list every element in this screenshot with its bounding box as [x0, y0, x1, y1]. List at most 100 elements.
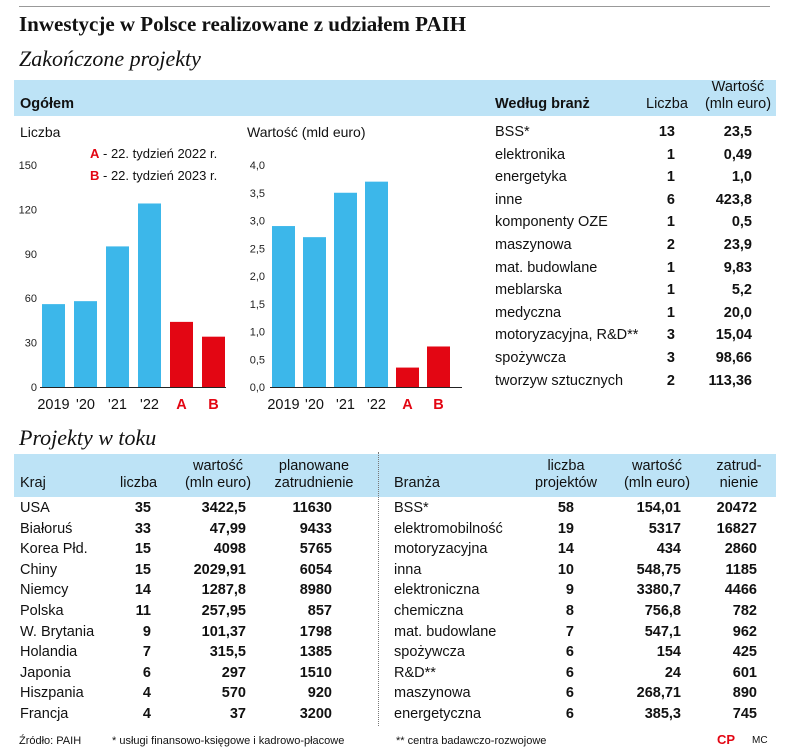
inprogress-sector-count: 19	[557, 520, 574, 537]
count-chart-bar	[170, 321, 193, 387]
inprogress-sector-row: inna 10 548,75 1185	[0, 562, 788, 584]
sector2-jobs-header-1: zatrud-	[716, 458, 762, 474]
sector2-value-header-2: (mln euro)	[623, 475, 691, 491]
value-chart-ytick: 4,0	[250, 160, 265, 172]
footnote-rd: ** centra badawczo-rozwojowe	[396, 735, 547, 747]
sector-name: medyczna	[495, 304, 562, 321]
value-chart-xtick: B	[433, 397, 443, 413]
value-chart-xtick: '20	[305, 397, 324, 413]
author-initials: MC	[752, 735, 768, 746]
value-chart-ylabel: Wartość (mld euro)	[247, 124, 366, 140]
value-chart-ytick: 0,5	[250, 354, 265, 366]
sector2-header: Branża	[394, 475, 440, 491]
sector-row: medyczna 1 20,0	[0, 305, 788, 327]
country-jobs: 6054	[299, 561, 332, 578]
value-header-line2: (mln euro)	[704, 96, 772, 112]
country-jobs: 8980	[299, 582, 332, 599]
sector-count: 1	[666, 304, 675, 321]
inprogress-sector-jobs: 601	[732, 664, 757, 681]
legend-b: B - 22. tydzień 2023 r.	[90, 168, 217, 183]
sector-value: 423,8	[715, 191, 752, 208]
sector-name: BSS*	[495, 124, 530, 140]
value-bar-chart: 0,0 0,5 1,0 1,5 2,0 2,5 3,0 3,5 4,0 2019 '20 '21 '22…	[250, 160, 462, 413]
country-count: 15	[134, 561, 151, 578]
inprogress-sector-count: 6	[565, 664, 574, 681]
count-chart-bar	[138, 203, 161, 387]
value-chart-ytick: 0,0	[250, 382, 265, 394]
country-count-header: liczba	[120, 475, 158, 491]
sector-name: inne	[495, 191, 523, 208]
country-header: Kraj	[20, 475, 46, 491]
sector-row: elektronika 1 0,49	[0, 147, 788, 169]
sector-value: 23,9	[723, 237, 752, 253]
sector-name: elektronika	[495, 146, 566, 163]
country-name: Holandia	[20, 644, 78, 661]
inprogress-sector-value: 3380,7	[636, 582, 681, 599]
value-chart-bar	[427, 346, 450, 387]
legend-a-key: A	[90, 146, 100, 161]
sector-value: 15,04	[715, 327, 752, 344]
value-chart-xtick: '21	[336, 397, 355, 413]
country-count: 35	[134, 500, 151, 516]
completed-sector-table: BSS* 13 23,5 elektronika 1 0,49 energetyka 1 1,0…	[0, 124, 788, 400]
inprogress-sector-jobs: 16827	[716, 520, 757, 537]
value-chart-ytick: 2,5	[250, 243, 265, 255]
country-value: 570	[221, 685, 246, 702]
value-chart-ytick: 2,0	[250, 271, 265, 283]
count-chart-ytick: 0	[31, 382, 37, 394]
inprogress-sector-count: 8	[565, 603, 574, 619]
sector-count: 1	[666, 169, 675, 186]
country-count: 11	[135, 603, 151, 619]
count-chart-bar	[74, 301, 97, 387]
sector-value: 98,66	[715, 350, 752, 366]
completed-header-band	[14, 80, 776, 116]
country-name: Białoruś	[20, 520, 73, 537]
country-jobs: 857	[307, 603, 332, 619]
inprogress-sector-value: 548,75	[636, 561, 681, 578]
inprogress-sector-count: 58	[557, 500, 574, 516]
sector-value: 1,0	[731, 169, 752, 186]
country-name: Chiny	[20, 561, 58, 578]
sector-name: spożywcza	[495, 350, 566, 366]
inprogress-sector-name: energetyczna	[394, 706, 482, 722]
inprogress-sector-name: maszynowa	[394, 685, 471, 702]
country-row: Japonia 6 297 1510	[0, 665, 380, 687]
sector-header: Według branż	[495, 96, 590, 112]
country-jobs: 11630	[292, 500, 332, 516]
legend-b-text: - 22. tydzień 2023 r.	[103, 168, 218, 183]
sector-value: 20,0	[723, 304, 752, 321]
country-count: 4	[142, 685, 151, 702]
count-chart-bar	[106, 246, 129, 387]
sector-count: 2	[666, 237, 675, 253]
value-chart-bar	[303, 237, 326, 387]
inprogress-sector-name: mat. budowlane	[394, 623, 497, 640]
sector-count: 13	[658, 124, 675, 140]
count-chart-xtick: '21	[108, 397, 127, 413]
sector-value: 5,2	[731, 282, 752, 299]
country-jobs-header-2: zatrudnienie	[274, 475, 354, 491]
value-chart-bar	[365, 181, 388, 387]
inprogress-sector-value: 547,1	[644, 623, 681, 640]
count-chart-ylabel: Liczba	[20, 124, 61, 140]
country-value-header-2: (mln euro)	[184, 475, 252, 491]
sector-count: 6	[666, 191, 675, 208]
count-chart-xtick: '20	[76, 397, 95, 413]
sector-name: tworzyw sztucznych	[495, 372, 624, 389]
inprogress-sector-count: 6	[565, 685, 574, 702]
inprogress-sector-jobs: 962	[732, 623, 757, 640]
country-jobs: 920	[307, 685, 332, 702]
top-rule	[19, 6, 770, 7]
sector-name: meblarska	[495, 282, 562, 299]
inprogress-sector-jobs: 425	[732, 644, 757, 661]
inprogress-sector-value: 154,01	[636, 500, 681, 516]
country-jobs: 5765	[299, 541, 332, 558]
inprogress-sector-value: 756,8	[644, 603, 681, 619]
value-chart-bar	[272, 226, 295, 387]
column-divider	[378, 452, 379, 726]
country-value: 2029,91	[193, 561, 246, 578]
inprogress-sector-jobs: 1185	[725, 561, 757, 578]
value-chart-xtick: A	[402, 397, 413, 413]
country-count: 14	[134, 582, 151, 599]
country-row: Polska 11 257,95 857	[0, 603, 380, 625]
country-row: Holandia 7 315,5 1385	[0, 644, 380, 666]
